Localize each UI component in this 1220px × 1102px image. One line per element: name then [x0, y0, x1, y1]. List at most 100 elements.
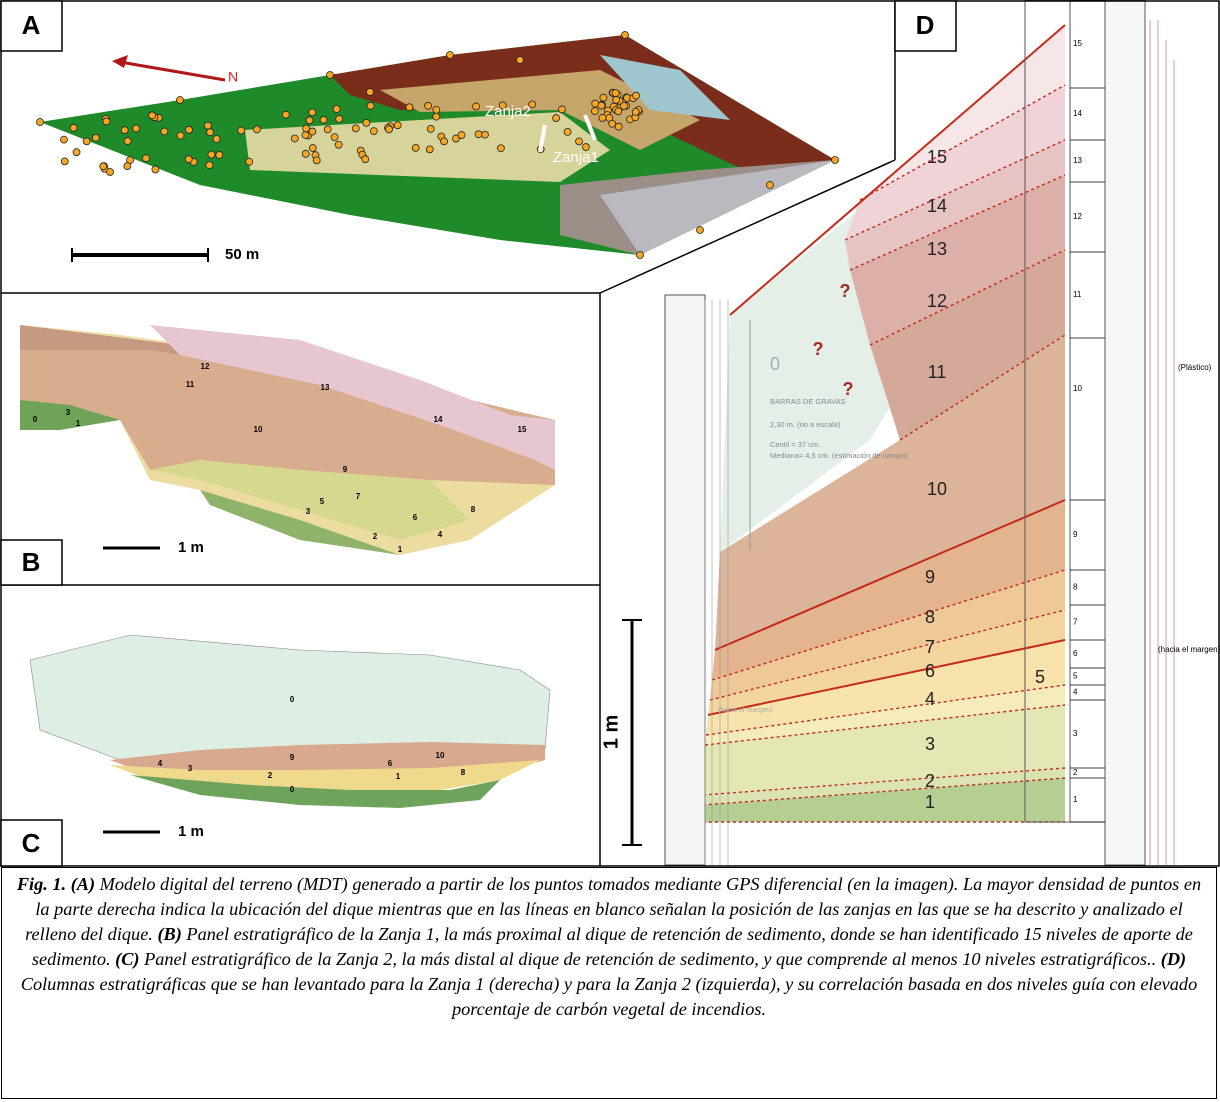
level-label: 6 [925, 661, 935, 681]
column-level: 8 [1073, 583, 1078, 592]
gps-point [426, 146, 433, 153]
gps-point [564, 128, 571, 135]
level-label: 9 [925, 567, 935, 587]
gps-point [576, 138, 583, 145]
layer-label: 8 [471, 505, 476, 514]
gps-point [433, 113, 440, 120]
level-label: 8 [925, 607, 935, 627]
panel-label: A [22, 10, 41, 40]
gps-point [70, 124, 77, 131]
gps-point [177, 132, 184, 139]
caption-part: Columnas estratigráficas que se han leva… [21, 974, 1197, 1019]
gps-point [609, 120, 616, 127]
gps-point [302, 131, 309, 138]
scale-label: 1 m [178, 823, 204, 840]
gps-point [60, 136, 67, 143]
gravel-note: Centil = 37 cm. [770, 440, 820, 449]
gps-point [475, 131, 482, 138]
gps-point [177, 97, 184, 104]
layer-label: 2 [268, 771, 273, 780]
gps-point [331, 134, 338, 141]
scale-label: 1 m [600, 715, 622, 749]
layer-label: 13 [321, 383, 330, 392]
layer-label: 3 [306, 507, 311, 516]
column-level: 9 [1073, 530, 1078, 539]
gps-point [282, 111, 289, 118]
gps-point [370, 128, 377, 135]
layer-label: 15 [518, 425, 527, 434]
gps-point [613, 96, 620, 103]
gps-point [427, 125, 434, 132]
layer-label: 0 [290, 785, 295, 794]
gps-point [313, 157, 320, 164]
panel-label: D [916, 10, 935, 40]
gps-point [309, 144, 316, 151]
gps-point [152, 166, 159, 173]
layer-label: 1 [398, 545, 403, 554]
column-level: 5 [1073, 672, 1078, 681]
gps-point [204, 122, 211, 129]
layer-label: 5 [320, 497, 325, 506]
gps-point [473, 103, 480, 110]
gps-point [216, 152, 223, 159]
gps-point [394, 122, 401, 129]
level-label: 11 [928, 362, 947, 382]
gps-point [615, 108, 622, 115]
gps-point [406, 104, 413, 111]
gps-point [336, 115, 343, 122]
layer-label: 4 [438, 530, 443, 539]
level-label: 14 [927, 196, 947, 216]
panel-label: C [22, 828, 41, 858]
gps-point [309, 109, 316, 116]
column-level: 11 [1073, 290, 1082, 299]
layer-label: 0 [290, 695, 295, 704]
column-level: 12 [1073, 212, 1082, 221]
gps-point [303, 125, 310, 132]
column-level: 7 [1073, 618, 1078, 627]
gps-point [291, 135, 298, 142]
gps-point [306, 117, 313, 124]
gravel-note: BARRAS DE GRAVAS [770, 397, 846, 406]
level-label: 4 [925, 689, 935, 709]
gps-point [367, 89, 374, 96]
gravel-note: Mediana= 4,5 cm. (estimación de campo) [770, 451, 908, 460]
layer-label: 3 [66, 408, 71, 417]
gps-point [161, 128, 168, 135]
gps-point [121, 127, 128, 134]
gps-point [363, 119, 370, 126]
gps-point [124, 138, 131, 145]
gps-point [100, 163, 107, 170]
layer-label: 2 [373, 532, 378, 541]
gps-point [73, 149, 80, 156]
column-level: 2 [1073, 768, 1078, 777]
unknown-mark: ? [843, 379, 854, 399]
level-label: 7 [925, 637, 935, 657]
gps-point [558, 106, 565, 113]
column-note: (hacia el margen) [718, 707, 772, 714]
level-label: 3 [925, 734, 935, 754]
level-label: 15 [927, 147, 947, 167]
gps-point [517, 57, 524, 64]
gps-point [149, 112, 156, 119]
gps-point [637, 252, 644, 259]
gps-point [333, 106, 340, 113]
column-level: 1 [1073, 795, 1078, 804]
panel-label: B [22, 547, 41, 577]
caption-part: Fig. 1. (A) [17, 874, 95, 894]
column-level: 15 [1073, 39, 1082, 48]
layer-label: 10 [254, 425, 263, 434]
gps-point [385, 126, 392, 133]
figure: A D B C N Zanja2 Zanja1 50 m 1 m 1 m 1 m… [0, 0, 1220, 867]
gps-point [598, 102, 605, 109]
page: A D B C N Zanja2 Zanja1 50 m 1 m 1 m 1 m… [0, 0, 1220, 1102]
scale-label: 50 m [225, 246, 259, 263]
gps-point [362, 156, 369, 163]
gps-point [107, 168, 114, 175]
north-label: N [228, 69, 238, 85]
caption-part: (B) [157, 924, 181, 944]
gps-point [600, 94, 607, 101]
caption-part: Panel estratigráfico de la Zanja 2, la m… [140, 949, 1161, 969]
gps-point [208, 151, 215, 158]
gps-point [335, 141, 342, 148]
level-label: 13 [927, 239, 947, 259]
